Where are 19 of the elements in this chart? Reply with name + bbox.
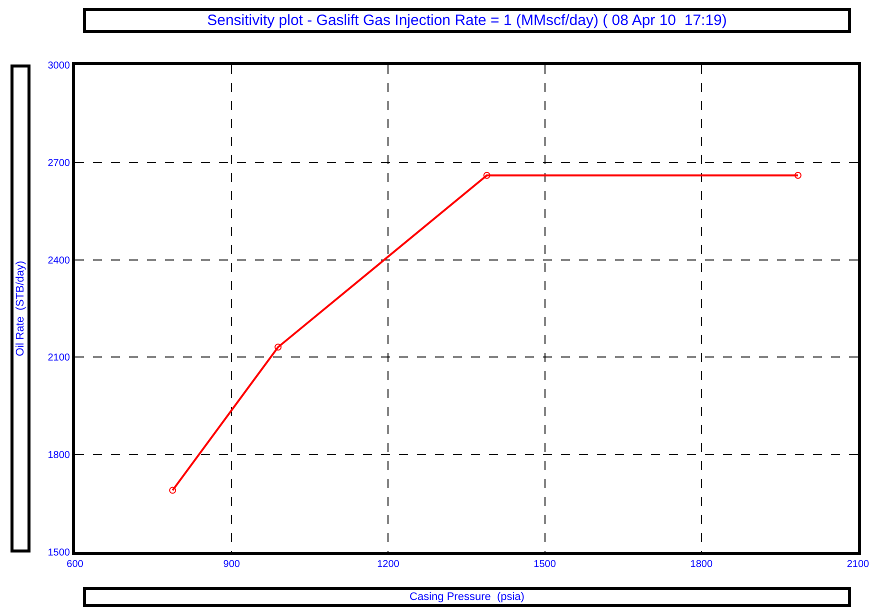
point — [169, 486, 176, 494]
y-tick-label: 1800 — [48, 450, 70, 462]
y-tick-label: 3000 — [48, 60, 70, 72]
y-tick-label: 2100 — [48, 352, 70, 364]
y-tick-label: 1500 — [48, 548, 70, 558]
x-tick-label: 2100 — [846, 559, 870, 570]
point — [794, 172, 802, 179]
x-tick-label: 1500 — [534, 559, 556, 570]
chart-title: Sensitivity plot - Gaslift Gas Injection Rate = 1 (MMscf/day) ( 08 Apr 10 17:19) — [207, 12, 727, 29]
point — [274, 344, 282, 351]
x-tick-label: 900 — [223, 559, 240, 570]
x-tick-label: 600 — [66, 559, 84, 570]
y-axis-title: Oil Rate (STB/day) — [14, 260, 26, 356]
x-tick-label: 1800 — [690, 559, 713, 570]
y-tick-label: 2400 — [48, 255, 70, 266]
y-tick-label: 2700 — [48, 158, 70, 169]
x-axis-title: Casing Pressure (psia) — [410, 591, 524, 603]
point — [483, 172, 490, 179]
x-tick-label: 1200 — [377, 559, 400, 570]
